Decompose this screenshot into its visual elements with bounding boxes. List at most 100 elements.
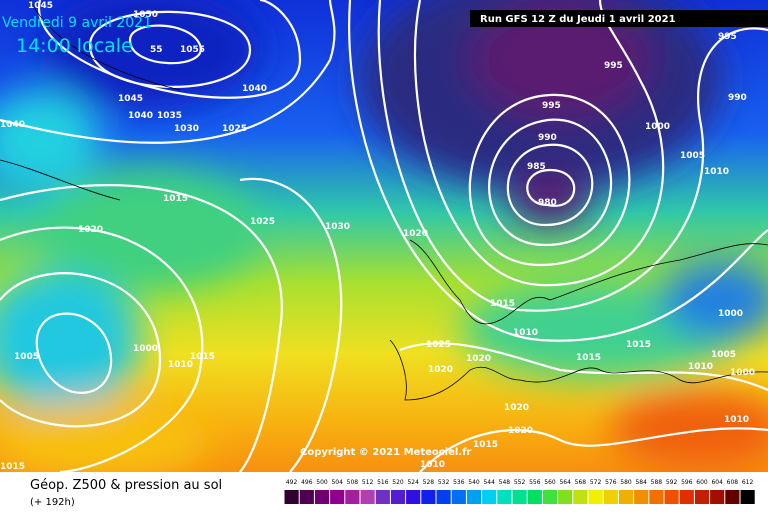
scale-label: 504	[331, 479, 343, 486]
isobar-label: 1020	[504, 403, 529, 413]
isobar-label: 1010	[688, 362, 713, 372]
scale-swatch	[345, 490, 360, 504]
scale-swatch	[603, 490, 618, 504]
isobar-label: 1020	[508, 426, 533, 436]
isobar-label: 1000	[730, 368, 755, 378]
scale-label: 544	[483, 479, 495, 486]
isobar-labels: 1045 1050 55 1055 1045 1040 1040 1035 1030 1025 10…	[0, 1, 755, 472]
scale-swatch	[482, 490, 497, 504]
isobar-label: 1015	[490, 299, 515, 309]
scale-label: 492	[286, 479, 298, 486]
scale-swatch	[725, 490, 740, 504]
scale-label: 548	[499, 479, 511, 486]
isobar-label: 1040	[0, 120, 25, 130]
isobar-label: 1015	[0, 462, 25, 472]
copyright: Copyright © 2021 Meteociel.fr	[300, 447, 471, 458]
scale-swatch	[679, 490, 694, 504]
valid-time: 14:00 locale	[16, 35, 133, 57]
scale-label: 512	[362, 479, 374, 486]
scale-label: 576	[605, 479, 617, 486]
isobar-label: 55	[150, 45, 163, 55]
scale-swatch	[436, 490, 451, 504]
scale-label: 584	[635, 479, 647, 486]
scale-label: 516	[377, 479, 389, 486]
scale-swatch	[542, 490, 558, 504]
isobar-label: 1005	[680, 151, 705, 161]
isobar-label: 1010	[513, 328, 538, 338]
scale-label: 600	[696, 479, 708, 486]
isobar-label: 990	[728, 93, 747, 103]
isobar-label: 1010	[420, 460, 445, 470]
scale-swatch	[527, 490, 542, 504]
scale-label: 496	[301, 479, 313, 486]
scale-swatch	[558, 490, 573, 504]
scale-swatch	[390, 490, 406, 504]
scale-swatch	[588, 490, 603, 504]
isobar-label: 1015	[473, 440, 498, 450]
scale-swatch	[634, 490, 649, 504]
isobar-label: 1015	[163, 194, 188, 204]
scale-label: 612	[742, 479, 754, 486]
scale-swatch	[406, 490, 421, 504]
scale-swatch	[649, 490, 664, 504]
scale-label: 568	[575, 479, 587, 486]
isobar-label: 1035	[157, 111, 182, 121]
scale-swatch	[299, 490, 314, 504]
isobar-label: 1030	[325, 222, 350, 232]
run-info: Run GFS 12 Z du Jeudi 1 avril 2021	[480, 14, 676, 25]
isobar-label: 1000	[645, 122, 670, 132]
scale-label: 520	[392, 479, 404, 486]
scale-swatch	[694, 490, 710, 504]
isobar-label: 1005	[14, 352, 39, 362]
scale-label: 556	[529, 479, 541, 486]
scale-swatch	[512, 490, 527, 504]
scale-label: 572	[590, 479, 602, 486]
scale-swatch	[421, 490, 436, 504]
isobar-label: 980	[538, 198, 557, 208]
scale-label: 604	[711, 479, 723, 486]
valid-date: Vendredi 9 avril 2021	[2, 15, 152, 31]
isobars	[0, 0, 768, 472]
scale-swatch	[618, 490, 634, 504]
isobar-label: 1025	[426, 340, 451, 350]
isobar-label: 1025	[250, 217, 275, 227]
isobar-label: 1045	[118, 94, 143, 104]
isobar-label: 1020	[403, 229, 428, 239]
isobar-label: 1020	[428, 365, 453, 375]
scale-label: 528	[423, 479, 435, 486]
scale-label: 532	[438, 479, 450, 486]
scale-label: 552	[514, 479, 526, 486]
scale-swatch	[740, 490, 755, 504]
scale-label: 536	[453, 479, 465, 486]
scale-swatch	[375, 490, 390, 504]
scale-label: 524	[407, 479, 419, 486]
scale-label: 540	[468, 479, 480, 486]
isobar-label: 985	[527, 162, 546, 172]
scale-swatch	[664, 490, 679, 504]
isobar-label: 1045	[28, 1, 53, 11]
isobar-label: 995	[542, 101, 561, 111]
isobar-label: 1005	[711, 350, 736, 360]
map-title: Géop. Z500 & pression au sol	[30, 478, 222, 493]
scale-label: 500	[316, 479, 328, 486]
isobar-label: 1000	[718, 309, 743, 319]
isobar-label: 1055	[180, 45, 205, 55]
scale-swatch	[314, 490, 330, 504]
scale-swatch	[710, 490, 725, 504]
scale-label: 508	[347, 479, 359, 486]
scale-label: 608	[727, 479, 739, 486]
isobar-label: 1040	[128, 111, 153, 121]
isobar-label: 1020	[78, 225, 103, 235]
scale-swatch	[330, 490, 345, 504]
isobar-label: 990	[538, 133, 557, 143]
isobar-label: 1015	[190, 352, 215, 362]
scale-swatch	[451, 490, 466, 504]
isobar-label: 1025	[222, 124, 247, 134]
isobar-label: 1015	[626, 340, 651, 350]
scale-label: 564	[559, 479, 571, 486]
scale-swatch	[360, 490, 375, 504]
scale-swatch	[284, 490, 299, 504]
isobar-label: 995	[604, 61, 623, 71]
run-banner	[470, 10, 768, 27]
